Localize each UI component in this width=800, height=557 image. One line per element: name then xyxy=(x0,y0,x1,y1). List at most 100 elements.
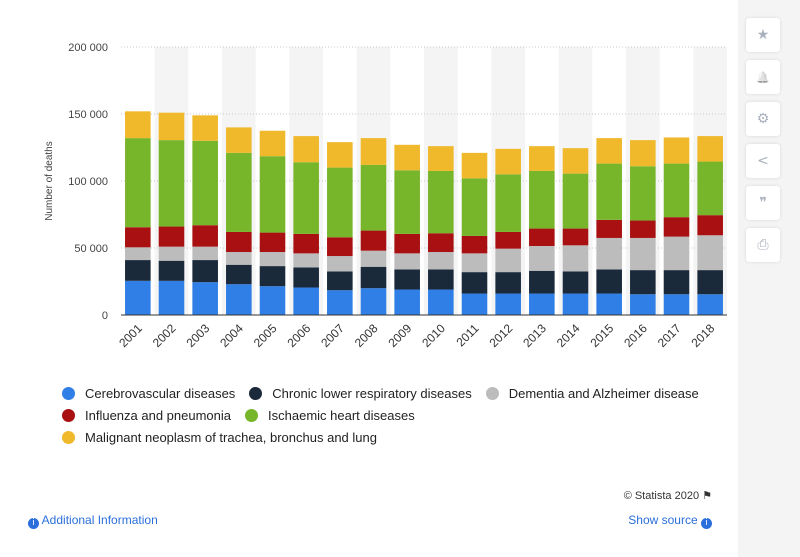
star-icon: ★ xyxy=(756,27,770,43)
legend-item-chronic-respiratory[interactable]: Chronic lower respiratory diseases xyxy=(249,386,472,401)
bar-segment xyxy=(394,233,420,254)
legend-item-dementia[interactable]: Dementia and Alzheimer disease xyxy=(485,386,699,401)
x-tick-label: 2016 xyxy=(621,321,650,350)
bar-segment xyxy=(360,266,387,289)
bar-segment xyxy=(562,245,589,272)
legend-label: Ischaemic heart diseases xyxy=(268,407,415,423)
bar-segment xyxy=(259,130,286,157)
bar-segment xyxy=(158,112,185,141)
x-tick-label: 2005 xyxy=(251,321,280,350)
bar-segment xyxy=(428,146,454,171)
x-tick-label: 2004 xyxy=(217,321,246,350)
info-icon: i xyxy=(28,518,39,529)
bar-segment xyxy=(327,271,353,291)
bar-segment xyxy=(293,253,319,268)
x-tick-label: 2002 xyxy=(150,321,179,350)
legend-item-ischaemic[interactable]: Ischaemic heart diseases xyxy=(245,408,415,423)
y-tick-label: 100 000 xyxy=(68,176,108,188)
legend-label: Influenza and pneumonia xyxy=(85,407,232,423)
legend-swatch xyxy=(62,430,75,444)
x-tick-label: 2003 xyxy=(184,321,213,350)
y-tick-label: 0 xyxy=(102,310,108,322)
bar-segment xyxy=(697,161,723,216)
bar-segment xyxy=(461,235,488,254)
legend-item-lung-cancer[interactable]: Malignant neoplasm of trachea, bronchus … xyxy=(62,430,377,445)
x-tick-label: 2010 xyxy=(419,321,448,350)
bar-segment xyxy=(158,226,185,247)
bar-segment xyxy=(562,173,589,229)
bar-segment xyxy=(125,227,151,248)
additional-information-link[interactable]: i Additional Information xyxy=(28,513,158,529)
bar-segment xyxy=(327,167,353,238)
x-tick-label: 2014 xyxy=(554,321,583,350)
bar-segment xyxy=(394,289,420,315)
bar-segment xyxy=(259,266,286,287)
bar-segment xyxy=(327,290,353,315)
bar-segment xyxy=(663,137,690,164)
bar-segment xyxy=(562,228,589,246)
bar-segment xyxy=(226,284,252,315)
x-tick-label: 2013 xyxy=(520,321,549,350)
bar-segment xyxy=(495,148,521,175)
bar-segment xyxy=(394,144,420,171)
bar-segment xyxy=(327,256,353,272)
x-tick-label: 2006 xyxy=(285,321,314,350)
bar-segment xyxy=(293,233,319,254)
bar-segment xyxy=(394,269,420,290)
bar-segment xyxy=(697,235,723,271)
bar-segment xyxy=(192,246,218,261)
bar-segment xyxy=(529,245,555,271)
y-axis-label: Number of deaths xyxy=(44,141,55,221)
bar-segment xyxy=(428,269,454,290)
legend-swatch xyxy=(62,386,75,400)
legend-item-cerebrovascular[interactable]: Cerebrovascular diseases xyxy=(62,386,235,401)
stacked-bar-chart: 0 50 000 100 000 150 000 200 000 Number of de… xyxy=(44,42,727,350)
share-icon: < xyxy=(757,153,769,169)
x-tick-label: 2008 xyxy=(352,321,381,350)
show-source-label: Show source xyxy=(628,513,698,527)
bar-segment xyxy=(158,260,185,281)
legend-item-influenza[interactable]: Influenza and pneumonia xyxy=(62,408,231,423)
bell-icon: 🔔 xyxy=(756,70,770,84)
bar-segment xyxy=(596,163,622,220)
bar-segment xyxy=(293,287,319,315)
favorite-button[interactable]: ★ xyxy=(746,18,780,52)
bar-segment xyxy=(663,294,690,315)
bar-segment xyxy=(226,127,252,153)
bar-segment xyxy=(630,166,656,221)
bar-segment xyxy=(293,162,319,234)
y-tick-label: 200 000 xyxy=(68,42,108,54)
bar-segment xyxy=(394,170,420,234)
bar-segment xyxy=(158,246,185,261)
legend-row-1: Cerebrovascular diseases Chronic lower r… xyxy=(62,382,742,404)
bar-segment xyxy=(461,152,488,179)
bar-segment xyxy=(293,267,319,288)
bar-segment xyxy=(697,136,723,162)
show-source-link[interactable]: Show source i xyxy=(628,513,712,529)
bar-segment xyxy=(125,247,151,261)
additional-information-label: Additional Information xyxy=(41,513,158,527)
bar-segment xyxy=(192,115,218,141)
bar-segment xyxy=(125,260,151,281)
legend-swatch xyxy=(245,408,259,422)
bar-segment xyxy=(529,228,555,246)
bar-segment xyxy=(360,288,387,315)
bar-segment xyxy=(428,252,454,270)
bar-segment xyxy=(360,250,387,267)
bar-segment xyxy=(226,264,252,285)
settings-button[interactable]: ⚙ xyxy=(746,102,780,136)
flag-icon: ⚑ xyxy=(702,489,712,502)
legend-swatch xyxy=(485,386,499,400)
bar-segment xyxy=(125,280,151,315)
share-button[interactable]: < xyxy=(746,144,780,178)
notification-button[interactable]: 🔔 xyxy=(746,60,780,94)
bar-segment xyxy=(529,170,555,229)
statista-credit[interactable]: © Statista 2020 ⚑ xyxy=(624,489,712,502)
print-button[interactable]: ⎙ xyxy=(746,228,780,262)
cite-button[interactable]: ❞ xyxy=(746,186,780,220)
info-icon: i xyxy=(701,518,712,529)
bar-segment xyxy=(461,272,488,294)
bar-segment xyxy=(192,282,218,315)
bar-segment xyxy=(327,142,353,168)
bar-segment xyxy=(360,164,387,231)
